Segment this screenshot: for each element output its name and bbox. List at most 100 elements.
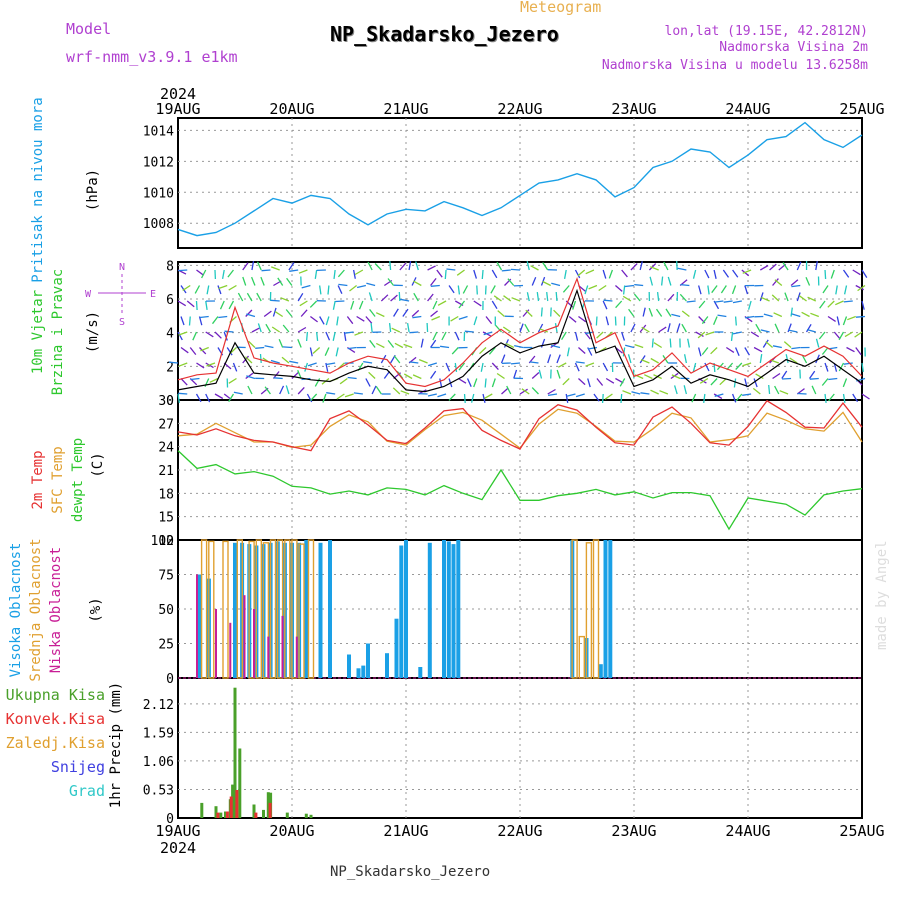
cloud-bar xyxy=(243,595,246,678)
wind-arrow xyxy=(462,285,469,294)
wind-arrow xyxy=(242,262,249,271)
wind-arrow xyxy=(824,362,829,372)
wind-arrow xyxy=(824,269,827,280)
wind-arrow xyxy=(649,276,654,286)
wind-arrow xyxy=(602,362,609,372)
wind-arrow xyxy=(199,315,209,319)
wind-arrow xyxy=(692,269,697,279)
wind-arrow xyxy=(319,285,322,295)
wind-arrow xyxy=(366,282,376,287)
wind-arrow xyxy=(245,372,254,380)
wind-arrow xyxy=(695,331,704,337)
wind-arrow xyxy=(735,362,743,370)
wind-arrow xyxy=(333,269,336,279)
wind-arrow xyxy=(476,285,478,295)
wind-arrow xyxy=(805,323,812,333)
wind-arrow xyxy=(785,354,789,364)
cloud-bar xyxy=(222,540,229,679)
wind-arrow xyxy=(822,285,829,294)
cloud-bar xyxy=(571,539,578,679)
wind-arrow xyxy=(783,341,792,348)
wind-arrow xyxy=(621,269,628,278)
wind-tick-label: 0 xyxy=(166,394,174,409)
compass-north-label: N xyxy=(119,262,125,273)
wind-arrow xyxy=(300,309,308,317)
precip-total-bar xyxy=(219,812,223,818)
wind-arrow xyxy=(297,326,307,333)
wind-arrow xyxy=(620,393,623,404)
wind-arrow xyxy=(789,357,798,364)
temperature-tick-label: 21 xyxy=(158,464,174,479)
wind-arrow xyxy=(217,285,222,295)
precip-legend-item: Snijeg xyxy=(51,758,105,776)
wind-arrow xyxy=(251,327,261,333)
wind-arrow xyxy=(572,300,577,310)
cloud-bar xyxy=(592,539,600,679)
wind-arrow xyxy=(259,353,262,364)
wind-arrow xyxy=(809,377,819,380)
wind-arrow xyxy=(211,316,219,325)
wind-arrow xyxy=(784,292,789,302)
precip-conv-bar xyxy=(216,812,220,818)
wind-arrow xyxy=(280,297,290,302)
wind-arrow xyxy=(771,294,780,302)
precip-total-bar xyxy=(224,811,227,818)
wind-arrow xyxy=(282,324,290,333)
wind-arrow xyxy=(524,323,530,333)
wind-arrow xyxy=(681,310,690,318)
x-tick-label-bottom: 21AUG xyxy=(383,822,428,840)
wind-arrow xyxy=(454,362,458,372)
wind-arrow xyxy=(352,269,356,279)
wind-arrow xyxy=(291,371,299,379)
wind-arrow xyxy=(556,354,561,364)
wind-arrow xyxy=(707,285,710,295)
wind-tick-label: 4 xyxy=(166,327,174,342)
wind-arrow xyxy=(705,331,715,336)
wind-arrow xyxy=(671,313,681,318)
wind-arrow xyxy=(763,313,773,318)
cloud-bar xyxy=(215,609,217,678)
wind-arrow xyxy=(354,331,364,336)
wind-arrow xyxy=(391,327,401,333)
wind-arrow xyxy=(679,293,687,302)
wind-arrow xyxy=(412,374,422,380)
wind-arrow xyxy=(821,378,829,386)
precip-total-bar xyxy=(252,804,256,818)
wind-arrow xyxy=(277,277,284,286)
wind-arrow xyxy=(824,393,827,403)
pressure-tick-label: 1008 xyxy=(143,217,174,232)
wind-arrow xyxy=(326,392,336,395)
wind-arrow xyxy=(852,393,859,403)
wind-arrow xyxy=(310,315,318,323)
wind-arrow xyxy=(347,346,357,350)
wind-arrow xyxy=(285,309,293,317)
wind-arrow xyxy=(842,378,848,388)
wind-arrow xyxy=(347,376,357,380)
wind-arrow xyxy=(681,323,687,333)
wind-arrow xyxy=(325,362,329,372)
wind-arrow xyxy=(562,285,570,293)
wind-arrow xyxy=(473,300,482,307)
wind-arrow xyxy=(375,386,382,395)
precip-ylabel: 1hr Precip (mm) xyxy=(108,682,124,808)
x-tick-label-top: 19AUG xyxy=(155,100,200,118)
wind-arrow xyxy=(194,285,201,294)
wind-arrow xyxy=(496,261,503,271)
wind-arrow xyxy=(297,369,302,379)
wind-arrow xyxy=(188,316,191,326)
wind-arrow xyxy=(177,393,181,404)
year-label-top: 2024 xyxy=(160,85,196,103)
wind-arrow xyxy=(196,362,205,369)
wind-arrow xyxy=(750,331,760,338)
wind-arrow xyxy=(365,378,371,387)
wind-arrow xyxy=(625,344,635,349)
wind-arrow xyxy=(827,300,835,308)
precip-conv-bar xyxy=(229,796,233,818)
wind-arrow xyxy=(796,292,801,302)
wind-arrow xyxy=(448,393,456,401)
wind-arrow xyxy=(697,285,702,295)
wind-arrow xyxy=(430,370,437,379)
wind-arrow xyxy=(634,343,644,349)
wind-tick-label: 8 xyxy=(166,259,174,274)
wind-arrow xyxy=(337,269,345,278)
